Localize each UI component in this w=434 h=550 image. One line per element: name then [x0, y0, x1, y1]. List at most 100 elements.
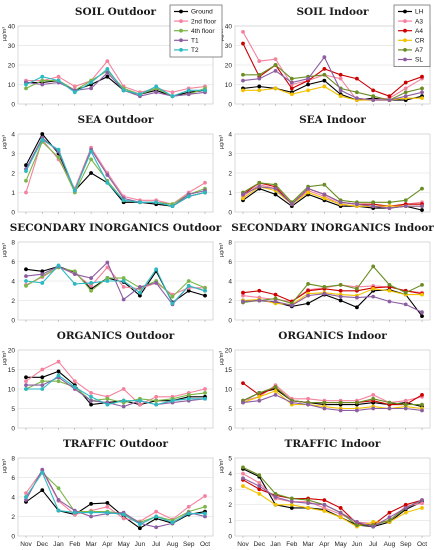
data-point [203, 391, 207, 395]
data-point [371, 294, 376, 299]
data-point [420, 402, 424, 407]
data-point [273, 495, 278, 499]
data-point [170, 204, 175, 209]
data-point [322, 55, 327, 60]
x-tick-label: May [117, 541, 130, 548]
data-point [105, 510, 110, 515]
data-point [105, 59, 110, 63]
legend-marker [179, 19, 183, 23]
data-point [387, 518, 392, 523]
data-point [154, 402, 159, 407]
data-point [121, 512, 126, 517]
data-point [420, 506, 424, 510]
data-point [203, 190, 207, 195]
data-point [154, 394, 159, 399]
chart-title: SEA Indoor [299, 114, 366, 126]
data-point [387, 515, 392, 520]
data-point [257, 491, 262, 496]
y-tick-label: 0 [228, 209, 232, 216]
data-point [24, 283, 28, 288]
data-point [338, 506, 343, 510]
series-line [242, 485, 423, 528]
chart-title: SECONDARY INORGANICS Indoor [231, 222, 434, 234]
x-tick-label: Oct [200, 541, 210, 548]
data-point [154, 514, 159, 519]
data-point [371, 88, 376, 93]
series-line [25, 133, 206, 207]
data-point [24, 178, 28, 183]
data-point [89, 276, 93, 280]
x-tick-label: Apr [319, 541, 330, 548]
data-point [56, 369, 61, 374]
data-point [338, 72, 343, 77]
y-axis-label: µg/m³ [2, 27, 8, 41]
data-point [257, 76, 262, 81]
x-tick-label: Oct [417, 541, 427, 548]
data-point [273, 63, 278, 67]
series-line [242, 31, 423, 101]
data-point [420, 408, 424, 413]
data-point [371, 94, 376, 99]
data-point [89, 157, 93, 162]
data-point [241, 41, 245, 46]
data-point [40, 387, 45, 391]
data-point [322, 291, 327, 296]
legend-label: CR [415, 38, 425, 45]
x-tick-label: Sep [400, 541, 412, 548]
data-point [89, 391, 93, 395]
data-point [355, 202, 359, 207]
data-point [121, 284, 126, 289]
data-point [24, 190, 28, 195]
data-point [306, 506, 310, 510]
data-point [56, 155, 61, 160]
data-point [289, 506, 294, 510]
data-point [40, 467, 45, 472]
legend-marker [403, 38, 407, 43]
legend-marker [403, 19, 407, 23]
y-tick-label: 0 [228, 101, 232, 108]
legend-label: T1 [191, 38, 199, 45]
y-tick-label: 0 [11, 209, 15, 216]
data-point [154, 525, 159, 530]
data-point [121, 279, 126, 283]
series-line [26, 374, 205, 406]
y-tick-label: 4 [11, 494, 15, 501]
data-point [203, 511, 207, 516]
y-tick-label: 4 [11, 278, 15, 285]
y-tick-label: 10 [225, 82, 233, 89]
data-point [387, 98, 392, 102]
y-tick-label: 0 [11, 101, 15, 108]
data-point [355, 96, 359, 101]
series-line [242, 468, 423, 528]
data-point [241, 88, 245, 93]
data-point [154, 90, 159, 95]
series-line [242, 466, 423, 526]
x-tick-label: Aug [384, 541, 396, 548]
y-tick-label: 6 [11, 475, 15, 482]
data-point [355, 400, 359, 405]
data-point [89, 514, 93, 519]
data-point [371, 200, 376, 205]
data-point [322, 196, 327, 201]
data-point [24, 82, 28, 87]
data-point [89, 398, 93, 403]
legend-label: Ground [191, 9, 213, 16]
data-point [403, 290, 408, 295]
data-point [24, 491, 28, 495]
data-point [170, 398, 175, 403]
data-point [105, 500, 110, 505]
data-point [40, 269, 45, 274]
data-point [121, 297, 126, 302]
y-axis-label: µg/m³ [219, 459, 225, 473]
data-point [121, 88, 126, 93]
series-line [25, 137, 206, 207]
data-point [355, 408, 359, 413]
data-point [403, 406, 408, 411]
data-point [273, 389, 278, 393]
data-point [89, 402, 93, 407]
data-point [273, 186, 278, 191]
data-point [322, 506, 327, 510]
data-point [289, 202, 294, 207]
series-line [242, 384, 423, 404]
